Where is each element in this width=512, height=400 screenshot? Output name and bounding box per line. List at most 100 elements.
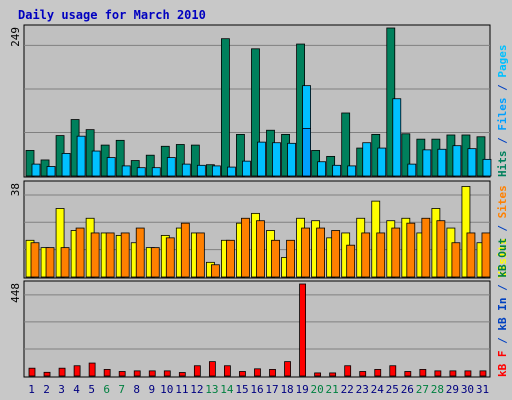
bar-files-day-6 — [106, 157, 116, 177]
legend-part: / — [496, 218, 509, 238]
bar-sites-day-31 — [481, 232, 491, 278]
x-tick-label: 20 — [311, 383, 324, 396]
bar-kb_f-day-17 — [269, 369, 276, 377]
bar-files-day-12 — [196, 164, 206, 177]
legend-part: / — [496, 278, 509, 298]
legend-part: / — [496, 78, 509, 98]
bar-sites-day-30 — [466, 232, 476, 278]
bar-kb_f-day-15 — [239, 371, 246, 377]
bar-hits-day-1 — [25, 150, 35, 177]
bar-files-day-4 — [76, 135, 86, 177]
x-tick-label: 8 — [133, 383, 140, 396]
bar-sites-day-3 — [60, 247, 70, 278]
x-tick-label: 10 — [160, 383, 173, 396]
x-tick-label: 14 — [220, 383, 234, 396]
x-tick-label: 28 — [431, 383, 444, 396]
bar-visits-day-30 — [461, 186, 471, 278]
bar-files-day-28 — [437, 148, 447, 177]
bar-sites-day-21 — [331, 230, 341, 278]
bar-visits-day-3 — [55, 208, 65, 278]
legend-part: Pages — [496, 45, 509, 78]
bar-hits-day-12 — [190, 144, 200, 177]
legend-part: Visits — [496, 238, 509, 278]
bar-hits-day-16 — [251, 48, 260, 177]
legend-part: kB In — [496, 298, 509, 331]
bar-files-day-21 — [332, 164, 342, 177]
x-tick-label: 27 — [416, 383, 429, 396]
bar-files-day-24 — [377, 147, 387, 177]
bar-kb_f-day-4 — [73, 365, 81, 377]
bar-files-day-17 — [272, 142, 281, 177]
x-axis-labels: 1 2 3 4 5 6 7 8 9 10 11 12 13 14 15 16 17 18 19 20 21 22 23 24 2… — [28, 383, 489, 396]
bar-sites-day-9 — [150, 247, 160, 278]
bar-sites-day-28 — [436, 220, 446, 278]
bar-kb_f-day-11 — [178, 372, 186, 377]
x-tick-label: 22 — [341, 383, 354, 396]
x-tick-label: 9 — [148, 383, 155, 396]
bar-files-day-31 — [482, 158, 492, 177]
bar-hits-day-7 — [115, 139, 125, 177]
bar-sites-day-10 — [165, 237, 175, 278]
bar-files-day-20 — [317, 161, 327, 177]
bar-hits-day-14 — [221, 38, 230, 177]
bar-kb_f-day-5 — [88, 362, 96, 377]
panel-hits-files-pages: 249 Hits / Files / Pages — [9, 24, 509, 178]
bar-kb_f-day-13 — [208, 361, 216, 377]
bar-files-day-9 — [151, 167, 161, 177]
bar-sites-day-20 — [316, 227, 326, 278]
legend-part: kB Out — [496, 238, 509, 278]
bar-kb_f-day-27 — [419, 369, 427, 377]
x-tick-label: 15 — [235, 383, 248, 396]
bar-hits-day-26 — [401, 133, 411, 177]
bar-files-day-11 — [181, 163, 191, 177]
x-tick-label: 25 — [386, 383, 399, 396]
x-tick-label: 24 — [371, 383, 385, 396]
series-sites — [30, 217, 491, 278]
y-max-label: 38 — [9, 183, 22, 196]
bar-sites-day-11 — [180, 222, 190, 278]
bar-sites-day-19 — [301, 227, 310, 278]
bar-files-day-27 — [422, 149, 432, 177]
x-tick-label: 7 — [118, 383, 125, 396]
x-tick-label: 21 — [326, 383, 339, 396]
bar-files-day-22 — [347, 165, 357, 177]
x-tick-label: 13 — [205, 383, 218, 396]
x-tick-label: 12 — [190, 383, 203, 396]
bar-kb_f-day-18 — [284, 361, 291, 377]
bar-hits-day-9 — [145, 154, 155, 177]
bar-kb_f-day-10 — [163, 370, 171, 377]
bar-files-day-25 — [392, 98, 402, 177]
bar-files-day-29 — [452, 145, 462, 177]
x-tick-label: 30 — [461, 383, 474, 396]
x-tick-label: 17 — [265, 383, 278, 396]
legend-part: / — [496, 131, 509, 151]
bar-kb_f-day-29 — [449, 370, 457, 377]
bar-files-day-5 — [91, 150, 101, 177]
bar-kb_f-day-30 — [464, 370, 472, 377]
bar-sites-day-7 — [120, 232, 130, 278]
bar-kb_f-day-12 — [193, 365, 201, 377]
series-kb_f — [28, 283, 487, 377]
panel-visits-sites: 38 Visits / Sites — [9, 180, 509, 279]
bar-sites-day-25 — [391, 227, 401, 278]
x-tick-label: 18 — [280, 383, 293, 396]
bar-hits-day-22 — [341, 112, 351, 177]
bar-kb_f-day-22 — [344, 365, 352, 377]
bar-sites-day-18 — [286, 239, 295, 278]
bar-sites-day-5 — [90, 232, 100, 278]
series-pages — [302, 128, 311, 177]
bar-kb_f-day-31 — [479, 370, 487, 377]
bar-kb_f-day-1 — [28, 367, 36, 377]
legend-part: Sites — [496, 185, 509, 218]
bar-sites-day-24 — [376, 232, 386, 278]
bar-sites-day-16 — [256, 220, 265, 278]
bar-kb_f-day-7 — [118, 371, 126, 377]
bar-kb_f-day-19 — [299, 283, 306, 377]
x-tick-label: 19 — [295, 383, 308, 396]
bar-hits-day-31 — [476, 136, 486, 177]
bar-kb_f-day-25 — [389, 365, 397, 377]
x-tick-label: 23 — [356, 383, 369, 396]
bar-files-day-18 — [287, 142, 296, 177]
bar-kb_f-day-23 — [359, 371, 367, 377]
